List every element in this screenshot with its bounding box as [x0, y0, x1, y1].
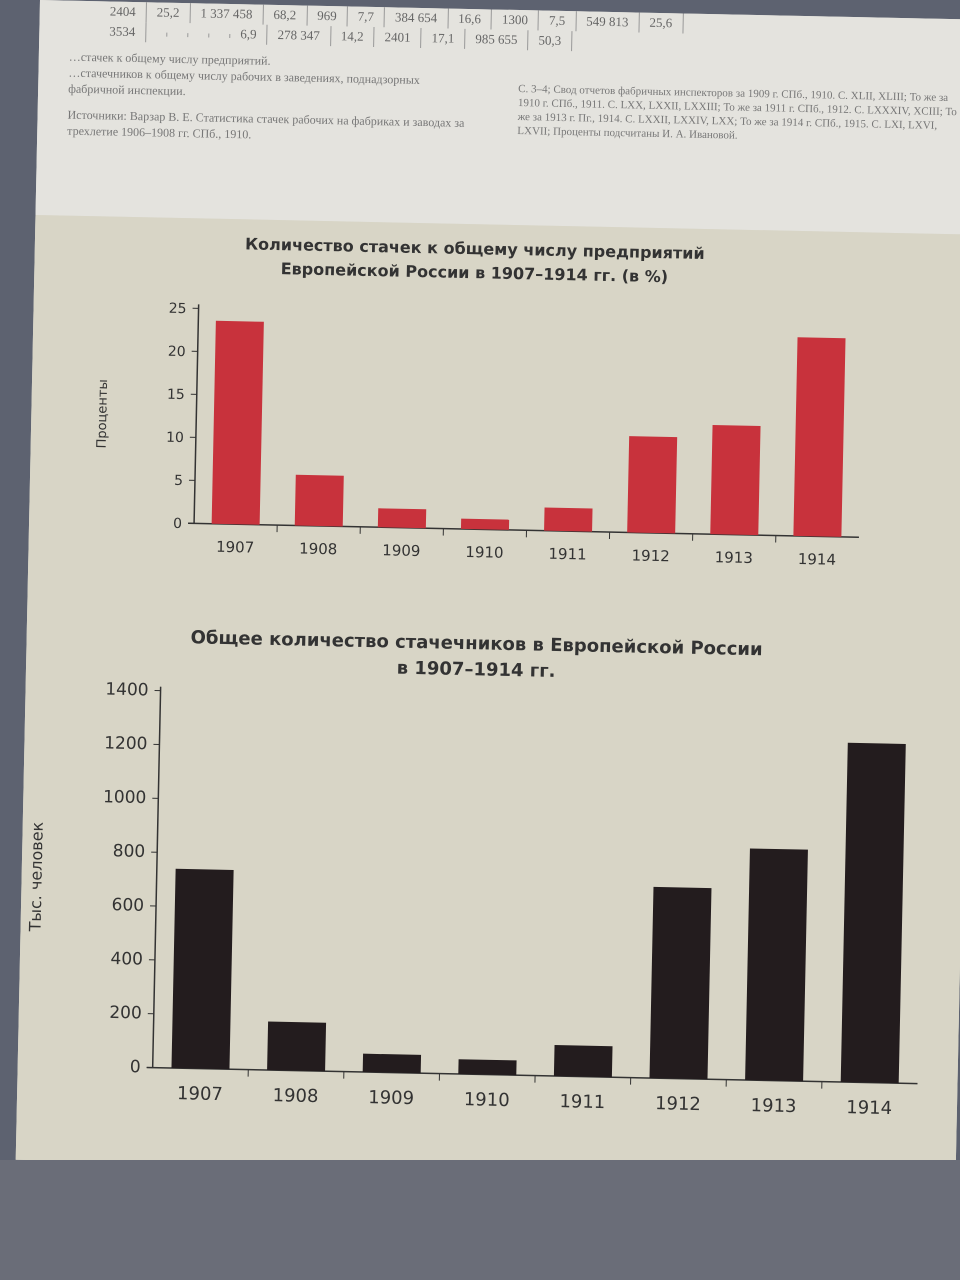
- x-tick-label: 1913: [715, 548, 754, 567]
- bar-1911: [553, 1045, 613, 1078]
- bar-1907: [171, 868, 234, 1070]
- y-axis-label: Проценты: [95, 379, 111, 448]
- x-tick-label: 1908: [299, 540, 338, 559]
- y-axis-line: [193, 304, 200, 524]
- bar-1910: [460, 518, 510, 530]
- x-tick-label: 1913: [750, 1095, 796, 1117]
- x-tick-label: 1912: [655, 1093, 701, 1115]
- y-tick-label: 25: [169, 301, 187, 317]
- y-tick-label: 800: [113, 841, 146, 862]
- y-tick-label: 10: [166, 430, 184, 446]
- y-tick-label: 5: [174, 473, 183, 489]
- bar-1909: [362, 1053, 422, 1074]
- x-tick-label: 1908: [272, 1085, 318, 1107]
- y-tick-label: 1200: [104, 733, 148, 754]
- y-tick-label: 20: [168, 344, 186, 360]
- book-page: 2404 25,2 1 337 458 68,2 969 7,7 384 654 16,6 13…: [15, 0, 960, 1180]
- y-tick-label: 0: [173, 516, 182, 532]
- y-axis-label: Тыс. человек: [25, 821, 46, 932]
- bar-1909: [377, 508, 427, 529]
- x-tick-label: 1910: [465, 543, 504, 562]
- x-tick-label: 1911: [559, 1091, 605, 1113]
- bar-1913: [745, 848, 808, 1082]
- y-tick-label: 1000: [103, 787, 147, 808]
- bar-1912: [649, 886, 712, 1080]
- chart1-svg: 0 5 10 15 20 25 1907 1908 1909 1910 1911 1912 1913 19…: [95, 301, 859, 569]
- y-tick-label: 0: [130, 1057, 141, 1077]
- bar-1908: [294, 474, 344, 527]
- chart2-svg: 0 200 400 600 800 1000 1200 1400 1907 1908 1909 191…: [25, 680, 918, 1119]
- y-axis-line: [151, 686, 162, 1068]
- x-tick-label: 1907: [216, 538, 255, 557]
- y-tick-label: 1400: [105, 680, 149, 701]
- bar-1914: [840, 742, 906, 1084]
- bar-1912: [627, 436, 678, 534]
- x-tick-label: 1912: [631, 547, 670, 566]
- x-tick-label: 1907: [177, 1083, 223, 1105]
- x-tick-label: 1910: [464, 1089, 510, 1111]
- y-tick-label: 600: [111, 895, 144, 916]
- background-surface: [0, 1160, 960, 1280]
- y-tick-label: 15: [167, 387, 185, 403]
- x-tick-label: 1914: [846, 1097, 892, 1119]
- bar-1911: [544, 507, 593, 532]
- y-tick-label: 200: [109, 1003, 142, 1024]
- bar-1910: [458, 1059, 517, 1076]
- bar-1913: [710, 424, 761, 536]
- y-tick-label: 400: [110, 949, 143, 970]
- bar-1908: [267, 1021, 327, 1072]
- x-tick-label: 1909: [382, 541, 421, 560]
- x-tick-label: 1914: [798, 550, 837, 569]
- x-tick-label: 1911: [548, 545, 587, 564]
- bar-1907: [211, 320, 264, 525]
- bar-1914: [793, 337, 846, 537]
- x-tick-label: 1909: [368, 1087, 414, 1109]
